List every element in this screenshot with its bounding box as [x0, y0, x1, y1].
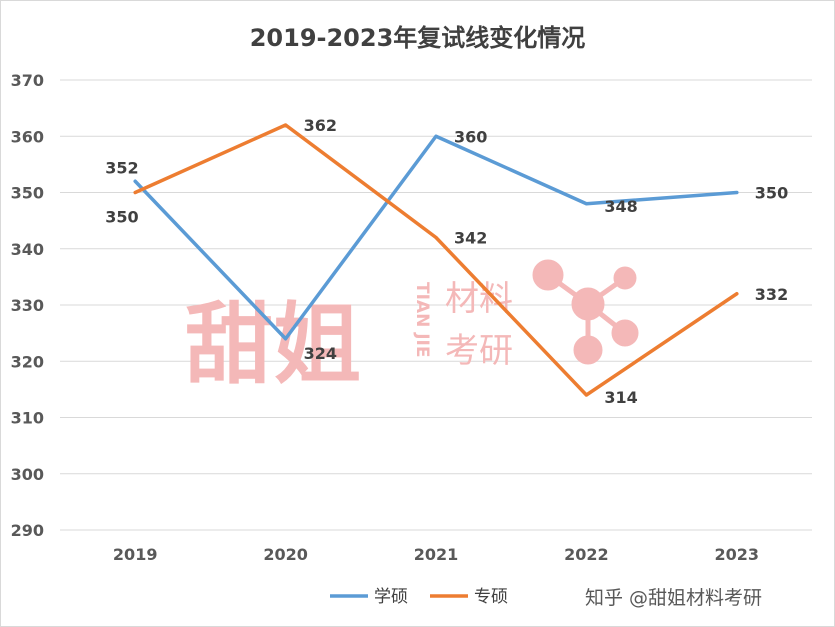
- data-point: [434, 236, 438, 239]
- y-tick-label: 360: [11, 127, 44, 146]
- y-tick-label: 300: [11, 465, 44, 484]
- data-point: [133, 179, 137, 183]
- y-tick-label: 330: [11, 296, 44, 315]
- data-point: [735, 191, 739, 194]
- data-point: [133, 191, 137, 194]
- y-tick-label: 290: [11, 521, 44, 540]
- y-tick-label: 340: [11, 240, 44, 259]
- data-point: [735, 292, 739, 296]
- data-point: [284, 337, 288, 341]
- data-label: 350: [105, 208, 138, 227]
- data-label: 360: [454, 127, 487, 146]
- y-tick-label: 370: [11, 71, 44, 90]
- data-label: 324: [304, 344, 337, 363]
- data-label: 332: [755, 285, 788, 304]
- data-point: [584, 393, 588, 397]
- watermark-pinyin: TIAN JIE: [412, 282, 432, 358]
- data-label: 348: [604, 197, 637, 216]
- data-label: 362: [304, 116, 337, 135]
- chart-legend: 学硕 专硕: [330, 587, 508, 607]
- molecule-icon: [532, 259, 639, 365]
- watermark-line2: 考研: [445, 331, 513, 371]
- x-tick-label: 2019: [113, 545, 158, 564]
- x-tick-label: 2022: [564, 545, 609, 564]
- legend-label: 专硕: [474, 587, 508, 607]
- chart-title: 2019-2023年复试线变化情况: [249, 24, 586, 52]
- data-label: 314: [604, 388, 637, 407]
- y-tick-label: 310: [11, 409, 44, 428]
- watermark-brand: 甜姐: [185, 293, 361, 396]
- data-label: 350: [755, 184, 788, 203]
- y-tick-label: 320: [11, 352, 44, 371]
- data-label: 342: [454, 229, 487, 248]
- watermark-logo: 甜姐 TIAN JIE 材料 考研: [185, 259, 639, 396]
- y-tick-label: 350: [11, 184, 44, 203]
- data-point: [434, 134, 438, 138]
- x-tick-label: 2021: [414, 545, 459, 564]
- data-point: [584, 202, 588, 206]
- x-tick-label: 2023: [715, 545, 760, 564]
- watermark-line1: 材料: [445, 279, 513, 319]
- x-tick-label: 2020: [263, 545, 308, 564]
- data-point: [284, 123, 288, 127]
- data-label: 352: [105, 158, 138, 177]
- legend-label: 学硕: [374, 587, 408, 607]
- credit-text: 知乎 @甜姐材料考研: [585, 587, 763, 609]
